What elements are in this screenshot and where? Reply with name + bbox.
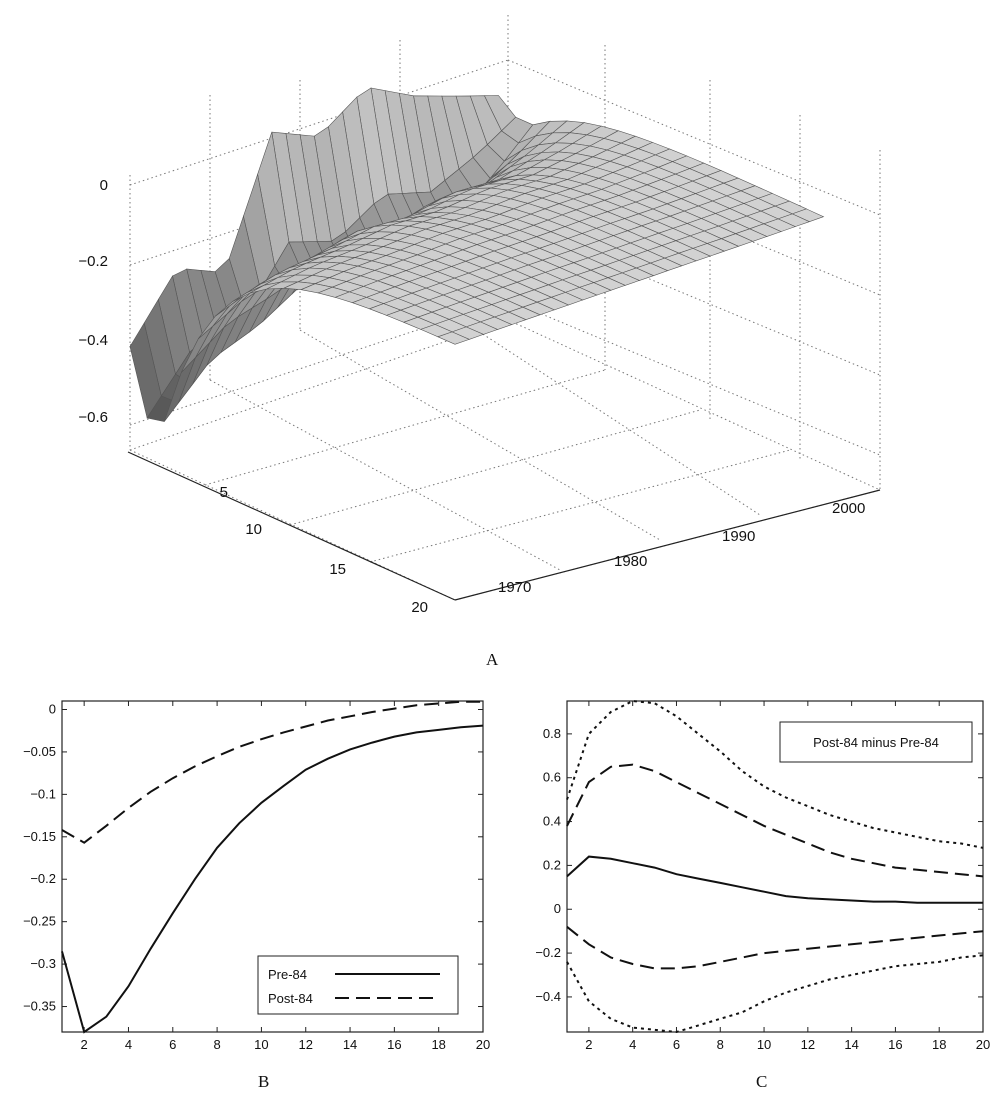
panel-b-axes-frame xyxy=(61,700,484,1033)
panel-b-series-1-line xyxy=(61,700,483,844)
panel-b-x-tick-label: 12 xyxy=(299,1037,313,1052)
panel-c-legend: Post-84 minus Pre-84 xyxy=(779,721,973,763)
panel-a-year-tick-label: 1980 xyxy=(614,553,647,570)
panel-b-y-tick-label: −0.15 xyxy=(23,829,56,844)
panel-b-legend-label: Post-84 xyxy=(268,991,313,1006)
panel-c-x-tick-label: 20 xyxy=(976,1037,990,1052)
panel-b-y-tick-label: −0.05 xyxy=(23,744,56,759)
panel-a-tick-labels: 0 −0.2 −0.4 −0.6 5 10 15 20 1970 1980 1990 2000 xyxy=(78,177,865,616)
panel-a-surface-patch xyxy=(437,331,471,345)
panel-c-x-tick-label: 16 xyxy=(888,1037,902,1052)
panel-b-y-tick-label: −0.35 xyxy=(23,999,56,1014)
panel-b-x-tick-label: 6 xyxy=(169,1037,176,1052)
panel-a-label: A xyxy=(486,650,499,669)
panel-b-series-0-line xyxy=(61,724,484,1034)
panel-b-legend: Pre-84 Post-84 xyxy=(257,955,459,1015)
panel-b-x-tick-label: 2 xyxy=(81,1037,88,1052)
panel-a-floor-edge xyxy=(127,451,881,601)
panel-b-x-tick-label: 14 xyxy=(343,1037,357,1052)
panel-c-series-2-line xyxy=(566,855,983,904)
panel-c-x-tick-label: 8 xyxy=(717,1037,724,1052)
panel-c-x-tick-label: 14 xyxy=(844,1037,858,1052)
panel-b-y-tick-label: −0.3 xyxy=(30,956,56,971)
panel-c-legend-box xyxy=(779,721,973,763)
panel-c-series-1-line xyxy=(566,763,984,878)
panel-c-y-tick-label: 0.8 xyxy=(543,726,561,741)
panel-a-z-tick-label: −0.2 xyxy=(78,253,108,270)
panel-c-x-tick-label: 10 xyxy=(757,1037,771,1052)
panel-a-year-tick-label: 1990 xyxy=(722,528,755,545)
panel-c-series-4-line xyxy=(566,954,984,1034)
panel-b-x-tick-label: 16 xyxy=(387,1037,401,1052)
panel-b-y-tick-label: 0 xyxy=(49,701,56,716)
panel-a-z-tick-label: −0.4 xyxy=(78,332,108,349)
panel-c-y-tick-label: −0.4 xyxy=(535,989,561,1004)
panel-c-legend-label: Post-84 minus Pre-84 xyxy=(813,735,939,750)
panel-b-x-tick-label: 4 xyxy=(125,1037,132,1052)
panel-b-x-tick-label: 10 xyxy=(254,1037,268,1052)
panel-a-horizon-tick-label: 5 xyxy=(220,484,228,501)
panel-c-x-tick-label: 4 xyxy=(629,1037,636,1052)
panel-a-z-tick-label: 0 xyxy=(100,177,108,194)
panel-c-x-tick-label: 18 xyxy=(932,1037,946,1052)
panel-c-line-chart: 2 4 6 8 10 12 14 16 18 20 0.8 0.6 0.4 0.2 0 −0.2 −0.4 Pos… xyxy=(535,699,990,1052)
panel-a-year-tick-label: 2000 xyxy=(832,500,865,517)
panel-c-y-tick-label: 0.2 xyxy=(543,857,561,872)
panel-a-surface xyxy=(129,87,825,422)
panel-c-y-tick-label: 0.6 xyxy=(543,770,561,785)
panel-b-line-chart: 2 4 6 8 10 12 14 16 18 20 0 −0.05 −0.1 −0.15 −0.2 −0.25… xyxy=(23,700,490,1052)
panel-a-year-tick-label: 1970 xyxy=(498,579,531,596)
panel-b-y-tick-label: −0.25 xyxy=(23,914,56,929)
panel-b-x-tick-label: 20 xyxy=(476,1037,490,1052)
panel-c-x-tick-label: 12 xyxy=(801,1037,815,1052)
panel-c-axes-frame xyxy=(566,700,984,1033)
panel-a-surface-plot: 0 −0.2 −0.4 −0.6 5 10 15 20 1970 1980 1990 2000 xyxy=(78,15,881,616)
panel-c-x-tick-label: 2 xyxy=(585,1037,592,1052)
panel-a-horizon-tick-label: 10 xyxy=(245,521,262,538)
panel-b-x-tick-label: 8 xyxy=(213,1037,220,1052)
panel-b-y-tick-label: −0.2 xyxy=(30,871,56,886)
panel-a-z-tick-label: −0.6 xyxy=(78,409,108,426)
panel-b-legend-box xyxy=(257,955,459,1015)
panel-c-y-tick-label: −0.2 xyxy=(535,945,561,960)
panel-a-horizon-tick-label: 15 xyxy=(329,561,346,578)
panel-b-label: B xyxy=(258,1072,270,1091)
panel-c-series-3-line xyxy=(566,926,984,970)
panel-b-legend-label: Pre-84 xyxy=(268,967,307,982)
panel-c-label: C xyxy=(756,1072,768,1091)
panel-b-x-tick-label: 18 xyxy=(431,1037,445,1052)
panel-c-x-tick-label: 6 xyxy=(673,1037,680,1052)
panel-c-y-tick-label: 0 xyxy=(554,901,561,916)
panel-c-series-0-line xyxy=(566,699,984,849)
panel-b-y-tick-label: −0.1 xyxy=(30,786,56,801)
panel-c-y-tick-label: 0.4 xyxy=(543,814,561,829)
panel-a-horizon-tick-label: 20 xyxy=(411,599,428,616)
